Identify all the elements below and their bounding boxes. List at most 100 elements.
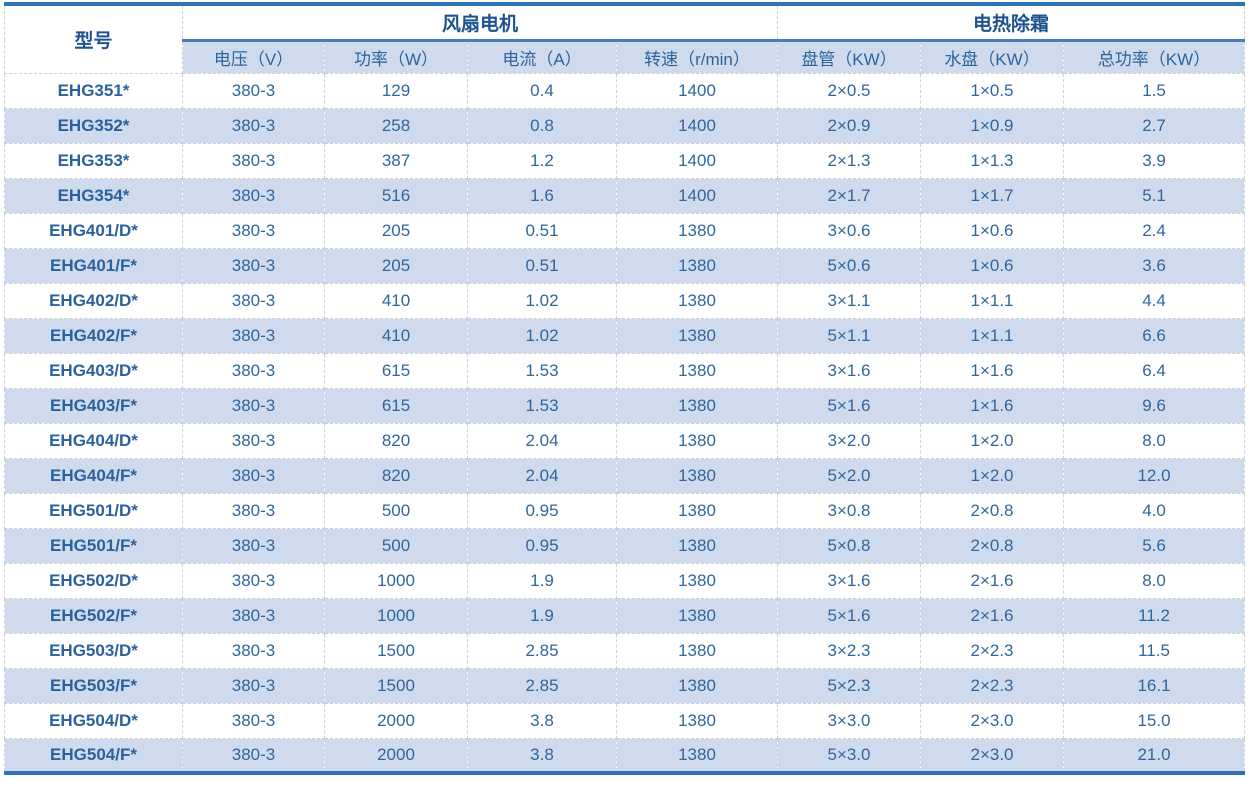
- table-row: EHG401/D* 380-3 205 0.51 1380 3×0.6 1×0.6 2.4: [4, 212, 1246, 249]
- value-cell: 3×1.6: [777, 562, 922, 599]
- value-cell: 2×3.0: [920, 737, 1065, 774]
- value-cell: 2.04: [467, 457, 617, 494]
- table-row: EHG504/F* 380-3 2000 3.8 1380 5×3.0 2×3.0 21.0: [4, 737, 1246, 774]
- table-row: EHG502/F* 380-3 1000 1.9 1380 5×1.6 2×1.6 11.2: [4, 597, 1246, 634]
- model-cell: EHG501/D*: [4, 492, 183, 529]
- value-cell: 1380: [615, 352, 779, 389]
- table-row: EHG503/D* 380-3 1500 2.85 1380 3×2.3 2×2.3 11.5: [4, 632, 1246, 669]
- value-cell: 8.0: [1063, 562, 1246, 599]
- value-cell: 380-3: [182, 527, 325, 564]
- value-cell: 5×2.0: [777, 457, 922, 494]
- value-cell: 2.85: [467, 632, 617, 669]
- spec-table: 型号 风扇电机 电热除霜 电压（V） 功率（W） 电流（A） 转速（r/min） 盘管（…: [4, 2, 1246, 775]
- value-cell: 21.0: [1063, 737, 1246, 774]
- value-cell: 500: [324, 527, 468, 564]
- group-header-row: 型号 风扇电机 电热除霜: [4, 4, 1246, 74]
- value-cell: 3.6: [1063, 247, 1246, 284]
- value-cell: 380-3: [182, 597, 325, 634]
- value-cell: 387: [324, 142, 468, 179]
- value-cell: 380-3: [182, 317, 325, 354]
- table-body: EHG351* 380-3 129 0.4 1400 2×0.5 1×0.5 1.5 EHG35…: [4, 72, 1246, 774]
- value-cell: 2×0.8: [920, 492, 1065, 529]
- value-cell: 2.85: [467, 667, 617, 704]
- value-cell: 5×1.6: [777, 597, 922, 634]
- value-cell: 205: [324, 247, 468, 284]
- model-cell: EHG503/F*: [4, 667, 183, 704]
- value-cell: 1×1.3: [920, 142, 1065, 179]
- value-cell: 5×1.6: [777, 387, 922, 424]
- column-header-row: 电压（V） 功率（W） 电流（A） 转速（r/min） 盘管（KW） 水盘（KW） 总功率（…: [5, 40, 1246, 74]
- value-cell: 0.51: [467, 247, 617, 284]
- value-cell: 1000: [324, 562, 468, 599]
- value-cell: 1380: [615, 422, 779, 459]
- value-cell: 2.4: [1063, 212, 1246, 249]
- value-cell: 1×1.1: [920, 282, 1065, 319]
- value-cell: 1380: [615, 282, 779, 319]
- table-row: EHG353* 380-3 387 1.2 1400 2×1.3 1×1.3 3.9: [4, 142, 1246, 179]
- table-row: EHG404/F* 380-3 820 2.04 1380 5×2.0 1×2.0 12.0: [4, 457, 1246, 494]
- value-cell: 516: [324, 177, 468, 214]
- value-cell: 2×2.3: [920, 667, 1065, 704]
- table-header: 型号 风扇电机 电热除霜 电压（V） 功率（W） 电流（A） 转速（r/min） 盘管（…: [4, 4, 1246, 74]
- value-cell: 380-3: [182, 492, 325, 529]
- model-cell: EHG501/F*: [4, 527, 183, 564]
- model-cell: EHG402/F*: [4, 317, 183, 354]
- value-cell: 615: [324, 387, 468, 424]
- table-row: EHG503/F* 380-3 1500 2.85 1380 5×2.3 2×2.3 16.1: [4, 667, 1246, 704]
- model-cell: EHG401/D*: [4, 212, 183, 249]
- value-cell: 5×1.1: [777, 317, 922, 354]
- value-cell: 15.0: [1063, 702, 1246, 739]
- value-cell: 0.51: [467, 212, 617, 249]
- value-cell: 3.8: [467, 702, 617, 739]
- value-cell: 4.4: [1063, 282, 1246, 319]
- value-cell: 2×3.0: [920, 702, 1065, 739]
- model-cell: EHG503/D*: [4, 632, 183, 669]
- value-cell: 380-3: [182, 142, 325, 179]
- table-row: EHG502/D* 380-3 1000 1.9 1380 3×1.6 2×1.6 8.0: [4, 562, 1246, 599]
- value-cell: 2.7: [1063, 107, 1246, 144]
- value-cell: 1380: [615, 492, 779, 529]
- value-cell: 1.53: [467, 387, 617, 424]
- value-cell: 1380: [615, 317, 779, 354]
- value-cell: 1.9: [467, 597, 617, 634]
- value-cell: 1.02: [467, 282, 617, 319]
- value-cell: 1500: [324, 632, 468, 669]
- model-cell: EHG502/D*: [4, 562, 183, 599]
- model-cell: EHG352*: [4, 107, 183, 144]
- value-cell: 3×3.0: [777, 702, 922, 739]
- value-cell: 2×2.3: [920, 632, 1065, 669]
- value-cell: 1×2.0: [920, 457, 1065, 494]
- value-cell: 380-3: [182, 72, 325, 109]
- value-cell: 12.0: [1063, 457, 1246, 494]
- value-cell: 1.6: [467, 177, 617, 214]
- table-row: EHG354* 380-3 516 1.6 1400 2×1.7 1×1.7 5.1: [4, 177, 1246, 214]
- value-cell: 4.0: [1063, 492, 1246, 529]
- column-header-model: 型号: [4, 4, 183, 74]
- table-row: EHG401/F* 380-3 205 0.51 1380 5×0.6 1×0.6 3.6: [4, 247, 1246, 284]
- value-cell: 129: [324, 72, 468, 109]
- value-cell: 5×3.0: [777, 737, 922, 774]
- value-cell: 1380: [615, 632, 779, 669]
- value-cell: 11.2: [1063, 597, 1246, 634]
- value-cell: 1400: [615, 72, 779, 109]
- value-cell: 2.04: [467, 422, 617, 459]
- value-cell: 2000: [324, 702, 468, 739]
- value-cell: 1380: [615, 667, 779, 704]
- value-cell: 380-3: [182, 352, 325, 389]
- value-cell: 820: [324, 457, 468, 494]
- value-cell: 3.8: [467, 737, 617, 774]
- value-cell: 0.4: [467, 72, 617, 109]
- value-cell: 1000: [324, 597, 468, 634]
- value-cell: 1400: [615, 142, 779, 179]
- value-cell: 380-3: [182, 177, 325, 214]
- value-cell: 3×1.1: [777, 282, 922, 319]
- model-cell: EHG401/F*: [4, 247, 183, 284]
- value-cell: 1×0.6: [920, 212, 1065, 249]
- value-cell: 1×0.9: [920, 107, 1065, 144]
- value-cell: 5×0.6: [777, 247, 922, 284]
- model-cell: EHG402/D*: [4, 282, 183, 319]
- model-cell: EHG353*: [4, 142, 183, 179]
- value-cell: 380-3: [182, 282, 325, 319]
- value-cell: 2×0.5: [777, 72, 922, 109]
